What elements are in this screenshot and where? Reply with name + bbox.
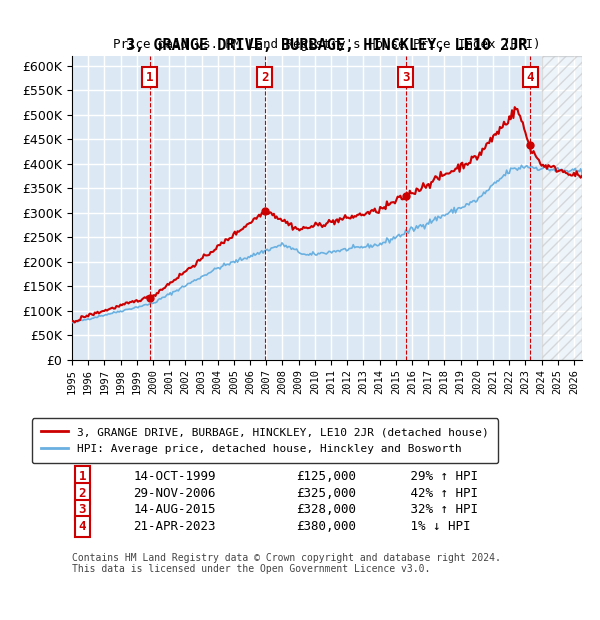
Legend: 3, GRANGE DRIVE, BURBAGE, HINCKLEY, LE10 2JR (detached house), HPI: Average pric: 3, GRANGE DRIVE, BURBAGE, HINCKLEY, LE10… [32,418,498,463]
Text: 2: 2 [261,71,269,84]
Text: £328,000: £328,000 [296,503,356,516]
Text: 3: 3 [402,71,410,84]
Title: 3, GRANGE DRIVE, BURBAGE, HINCKLEY, LE10 2JR: 3, GRANGE DRIVE, BURBAGE, HINCKLEY, LE10… [126,38,528,53]
Text: 29% ↑ HPI: 29% ↑ HPI [388,470,478,483]
Text: Price paid vs. HM Land Registry's House Price Index (HPI): Price paid vs. HM Land Registry's House … [113,38,541,51]
Text: 42% ↑ HPI: 42% ↑ HPI [388,487,478,500]
Text: 14-AUG-2015: 14-AUG-2015 [133,503,216,516]
Text: 2: 2 [79,487,86,500]
Text: £380,000: £380,000 [296,520,356,533]
Text: 3: 3 [79,503,86,516]
Text: 32% ↑ HPI: 32% ↑ HPI [388,503,478,516]
Text: 1% ↓ HPI: 1% ↓ HPI [388,520,471,533]
Text: 29-NOV-2006: 29-NOV-2006 [133,487,216,500]
Text: £125,000: £125,000 [296,470,356,483]
Text: 1: 1 [146,71,154,84]
Text: 1: 1 [79,470,86,483]
Text: 4: 4 [79,520,86,533]
Text: £325,000: £325,000 [296,487,356,500]
Text: 14-OCT-1999: 14-OCT-1999 [133,470,216,483]
Bar [542,56,582,360]
Text: Contains HM Land Registry data © Crown copyright and database right 2024.
This d: Contains HM Land Registry data © Crown c… [72,552,501,574]
Text: 21-APR-2023: 21-APR-2023 [133,520,216,533]
Text: 4: 4 [526,71,534,84]
